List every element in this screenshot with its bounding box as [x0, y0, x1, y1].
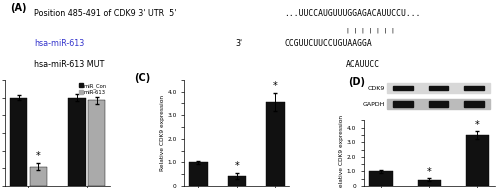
Legend: miR_Con, miR-613: miR_Con, miR-613: [78, 83, 108, 95]
Text: hsa-miR-613: hsa-miR-613: [34, 39, 84, 48]
Bar: [266, 102, 284, 186]
Text: *: *: [234, 161, 239, 171]
Text: ACAUUCC: ACAUUCC: [346, 60, 380, 69]
Text: hsa-miR-613 MUT: hsa-miR-613 MUT: [34, 60, 105, 69]
Text: ...UUCCAUGUUUGGAGACAUUCCU...: ...UUCCAUGUUUGGAGACAUUCCU...: [284, 9, 421, 18]
Text: (C): (C): [134, 74, 150, 83]
Bar: [370, 171, 392, 186]
Bar: [393, 101, 413, 107]
Text: GAPDH: GAPDH: [362, 102, 384, 107]
Bar: [68, 98, 86, 186]
Text: | | | | | | |: | | | | | | |: [346, 27, 395, 33]
Text: *: *: [475, 120, 480, 130]
Text: CCGUUCUUCCUGUAAGGA: CCGUUCUUCCUGUAAGGA: [284, 39, 372, 48]
Bar: [418, 180, 441, 186]
Text: *: *: [273, 81, 278, 91]
Text: Position 485-491 of CDK9 3' UTR  5': Position 485-491 of CDK9 3' UTR 5': [34, 9, 177, 18]
Bar: [189, 162, 208, 186]
Text: (D): (D): [348, 77, 364, 87]
Bar: [228, 176, 246, 186]
Y-axis label: Relative CDK9 expression: Relative CDK9 expression: [160, 95, 165, 171]
Bar: [10, 98, 28, 186]
Bar: [428, 86, 448, 90]
Bar: [464, 86, 484, 90]
Bar: [466, 135, 489, 186]
Bar: [428, 101, 448, 107]
Bar: [387, 83, 490, 93]
Bar: [30, 167, 47, 186]
Text: (A): (A): [10, 3, 26, 13]
Text: *: *: [427, 167, 432, 177]
Text: *: *: [36, 151, 40, 161]
Bar: [88, 100, 106, 186]
Y-axis label: Relative CDK9 expression: Relative CDK9 expression: [340, 115, 344, 188]
Bar: [387, 99, 490, 109]
Text: 3': 3': [236, 39, 242, 48]
Bar: [393, 86, 413, 90]
Bar: [464, 101, 484, 107]
Text: CDK9: CDK9: [367, 86, 384, 91]
